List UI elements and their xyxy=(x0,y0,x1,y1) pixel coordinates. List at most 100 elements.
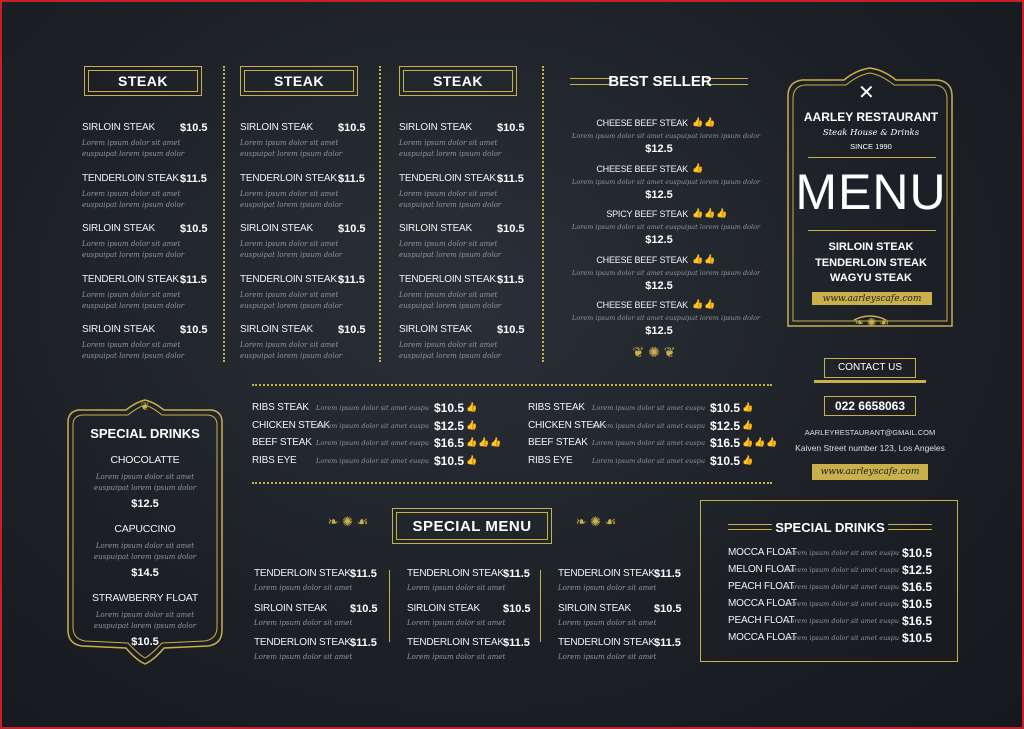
menu-item-desc: euspuipat lorem ipsum dolor xyxy=(82,251,185,259)
menu-item-desc: Lorem ipsum dolor sit amet xyxy=(399,240,498,248)
menu-item-price: $11.5 xyxy=(497,273,524,286)
menu-item-desc: Lorem ipsum dolor sit amet xyxy=(240,341,339,349)
band-item-price: $12.5 xyxy=(710,418,741,433)
menu-item-name: SIRLOIN STEAK xyxy=(399,122,472,133)
steak-header-title: STEAK xyxy=(433,73,483,89)
drink-name: CHOCOLATTE xyxy=(110,454,180,466)
drink-price: $16.5 xyxy=(902,614,933,628)
special-menu-badge: SPECIAL MENU xyxy=(392,508,552,544)
ornament-line xyxy=(888,524,932,525)
divider xyxy=(540,570,541,642)
drink-name: CAPUCCINO xyxy=(114,523,176,535)
website-link[interactable]: www.aarleyscafe.com xyxy=(812,464,928,480)
best-seller-desc: Lorem ipsum dolor sit amet euspuipat lor… xyxy=(572,177,761,186)
menu-item-price: $10.5 xyxy=(180,223,208,235)
band-item-name: CHICKEN STEAK xyxy=(252,419,330,431)
menu-item-price: $10.5 xyxy=(497,223,525,235)
thumbs-up-icon: 👍 xyxy=(692,162,705,173)
special-item-price: $11.5 xyxy=(350,637,377,649)
best-seller-price: $12.5 xyxy=(645,325,673,337)
menu-item-name: SIRLOIN STEAK xyxy=(240,223,313,234)
band-item-name: BEEF STEAK xyxy=(528,437,588,448)
thumbs-up-icon: 👍 xyxy=(466,454,479,465)
featured-item: SIRLOIN STEAK xyxy=(828,241,914,253)
thumbs-up-icon: 👍 xyxy=(742,419,755,430)
website-link[interactable]: www.aarleyscafe.com xyxy=(812,292,932,305)
email-address[interactable]: AARLEYRESTAURANT@GMAIL.COM xyxy=(804,428,936,437)
special-item-desc: Lorem ipsum dolor sit amet xyxy=(407,653,506,661)
drink-name: MOCCA FLOAT xyxy=(728,598,797,609)
menu-item-name: SIRLOIN STEAK xyxy=(399,324,472,335)
scroll-ornament-icon: ❦ xyxy=(140,401,150,413)
thumbs-up-icon: 👍 xyxy=(466,402,479,412)
thumbs-up-icon: 👍👍👍 xyxy=(692,208,729,218)
menu-item-name: SIRLOIN STEAK xyxy=(240,324,313,335)
band-item-price: $10.5 xyxy=(710,453,741,468)
special-item-price: $11.5 xyxy=(503,637,530,649)
band-item-desc: Lorem ipsum dolor sit amet euspu xyxy=(316,404,430,412)
menu-item-desc: euspuipat lorem ipsum dolor xyxy=(399,251,502,259)
street-address: Kaiven Street number 123, Los Angeles xyxy=(795,443,945,453)
divider xyxy=(252,482,772,484)
special-item-name: SIRLOIN STEAK xyxy=(254,602,327,614)
menu-item-desc: Lorem ipsum dolor sit amet xyxy=(399,290,498,299)
divider xyxy=(223,66,225,362)
menu-item-price: $10.5 xyxy=(338,122,366,134)
drink-desc: Lorem ipsum dolor sit amet xyxy=(95,611,195,619)
steak-header-title: STEAK xyxy=(118,73,168,89)
drink-price: $10.5 xyxy=(902,546,933,560)
drink-name: MOCCA FLOAT xyxy=(728,547,797,558)
steak-header-badge: STEAK xyxy=(84,66,202,96)
menu-item-price: $10.5 xyxy=(180,324,208,336)
menu-item-desc: Lorem ipsum dolor sit amet xyxy=(82,240,181,248)
best-seller-desc: Lorem ipsum dolor sit amet euspuipat lor… xyxy=(572,132,761,140)
best-seller-price: $12.5 xyxy=(645,143,673,155)
drink-desc: Lorem ipsum dolor sit amet euspu xyxy=(786,600,900,608)
menu-item-name: SIRLOIN STEAK xyxy=(240,122,313,133)
band-item-desc: Lorem ipsum dolor sit amet euspu xyxy=(592,404,706,412)
band-item-desc: Lorem ipsum dolor sit amet euspu xyxy=(316,421,430,430)
steak-header-badge: STEAK xyxy=(399,66,517,96)
menu-item-desc: euspuipat lorem ipsum dolor xyxy=(240,301,343,310)
contact-title: CONTACT US xyxy=(824,358,916,378)
menu-item-name: TENDERLOIN STEAK xyxy=(399,172,496,184)
band-item-desc: Lorem ipsum dolor sit amet euspu xyxy=(592,421,706,430)
ornament-line xyxy=(706,78,748,79)
band-item-desc: Lorem ipsum dolor sit amet euspu xyxy=(316,439,430,447)
band-item-name: RIBS STEAK xyxy=(528,402,585,413)
since-year: SINCE 1990 xyxy=(850,142,892,151)
drink-price: $10.5 xyxy=(902,597,933,611)
menu-item-desc: Lorem ipsum dolor sit amet xyxy=(240,189,339,198)
menu-item-desc: euspuipat lorem ipsum dolor xyxy=(399,200,502,209)
special-item-name: TENDERLOIN STEAK xyxy=(407,568,504,579)
special-item-desc: Lorem ipsum dolor sit amet xyxy=(254,584,353,592)
menu-item-name: TENDERLOIN STEAK xyxy=(82,172,179,184)
menu-item-desc: Lorem ipsum dolor sit amet xyxy=(82,290,181,299)
drink-desc: Lorem ipsum dolor sit amet euspu xyxy=(786,583,900,591)
scroll-ornament-icon: ❧ ✺ ☙ xyxy=(854,317,890,329)
best-seller-name: CHEESE BEEF STEAK xyxy=(596,254,688,265)
band-item-desc: Lorem ipsum dolor sit amet euspu xyxy=(592,439,706,447)
ornament-line xyxy=(570,78,612,79)
drink-price: $12.5 xyxy=(131,498,159,510)
band-item-price: $16.5 xyxy=(434,436,465,450)
menu-item-name: SIRLOIN STEAK xyxy=(82,122,155,133)
menu-item-desc: euspuipat lorem ipsum dolor xyxy=(240,150,343,158)
menu-item-desc: euspuipat lorem ipsum dolor xyxy=(82,200,185,209)
drink-desc: Lorem ipsum dolor sit amet xyxy=(95,473,195,481)
drink-desc: Lorem ipsum dolor sit amet euspu xyxy=(786,566,900,574)
drink-price: $12.5 xyxy=(902,563,933,577)
menu-item-desc: Lorem ipsum dolor sit amet xyxy=(399,189,498,198)
phone-number[interactable]: 022 6658063 xyxy=(824,396,916,416)
special-item-name: TENDERLOIN STEAK xyxy=(558,568,655,579)
menu-item-desc: euspuipat lorem ipsum dolor xyxy=(82,150,185,158)
menu-item-price: $11.5 xyxy=(338,273,365,286)
band-item-price: $16.5 xyxy=(710,436,741,450)
menu-item-name: TENDERLOIN STEAK xyxy=(240,273,337,285)
special-item-desc: Lorem ipsum dolor sit amet xyxy=(558,653,657,661)
menu-item-price: $11.5 xyxy=(180,172,207,185)
special-item-price: $11.5 xyxy=(350,568,377,580)
drink-desc: euspuipat lorem ipsum dolor xyxy=(93,622,197,630)
featured-list: SIRLOIN STEAK TENDERLOIN STEAK WAGYU STEAK xyxy=(786,240,956,287)
